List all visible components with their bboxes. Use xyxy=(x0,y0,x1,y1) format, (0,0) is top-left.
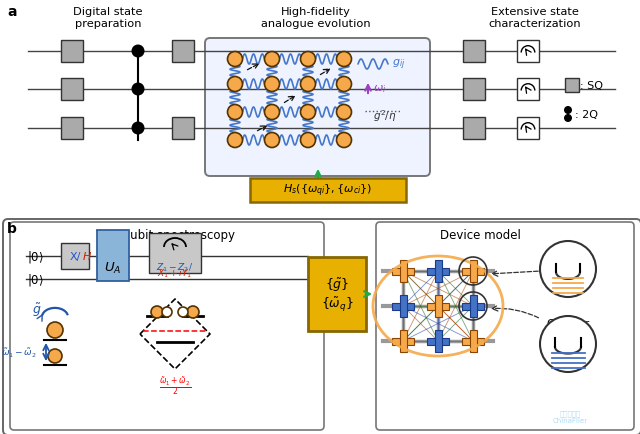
FancyBboxPatch shape xyxy=(470,260,477,283)
FancyBboxPatch shape xyxy=(10,223,324,430)
Circle shape xyxy=(337,133,351,148)
Circle shape xyxy=(564,115,572,123)
Circle shape xyxy=(162,307,172,317)
Text: $U_A$: $U_A$ xyxy=(104,260,122,276)
Circle shape xyxy=(264,53,280,67)
Circle shape xyxy=(264,77,280,92)
Circle shape xyxy=(227,133,243,148)
Text: Device model: Device model xyxy=(440,228,520,241)
Text: : 2Q: : 2Q xyxy=(575,110,598,120)
FancyBboxPatch shape xyxy=(399,260,406,283)
Circle shape xyxy=(540,241,596,297)
FancyBboxPatch shape xyxy=(61,79,83,101)
FancyBboxPatch shape xyxy=(250,178,406,203)
Circle shape xyxy=(131,46,145,58)
Text: a: a xyxy=(7,5,17,19)
Circle shape xyxy=(48,349,62,363)
FancyBboxPatch shape xyxy=(205,39,430,177)
Text: $g^2/\eta$: $g^2/\eta$ xyxy=(373,108,397,124)
Circle shape xyxy=(337,53,351,67)
FancyBboxPatch shape xyxy=(149,233,201,273)
FancyBboxPatch shape xyxy=(435,260,442,283)
FancyBboxPatch shape xyxy=(463,118,485,140)
Circle shape xyxy=(227,53,243,67)
Text: Two-qubit spectroscopy: Two-qubit spectroscopy xyxy=(95,228,234,241)
FancyBboxPatch shape xyxy=(517,41,539,63)
Text: $\tilde{\omega}_1 - \tilde{\omega}_2$: $\tilde{\omega}_1 - \tilde{\omega}_2$ xyxy=(1,345,37,359)
FancyBboxPatch shape xyxy=(462,338,484,345)
Circle shape xyxy=(227,77,243,92)
FancyBboxPatch shape xyxy=(399,295,406,317)
FancyBboxPatch shape xyxy=(172,118,194,140)
Text: b: b xyxy=(7,221,17,236)
Text: $Z_1 - Z_2/$: $Z_1 - Z_2/$ xyxy=(156,260,193,273)
Circle shape xyxy=(131,83,145,96)
Text: $|0\rangle$: $|0\rangle$ xyxy=(27,271,44,287)
FancyBboxPatch shape xyxy=(565,79,579,93)
FancyBboxPatch shape xyxy=(427,303,449,310)
Text: X/: X/ xyxy=(69,251,81,261)
FancyBboxPatch shape xyxy=(61,41,83,63)
Circle shape xyxy=(47,322,63,338)
Text: $\{\tilde{\omega}_{q}\}$: $\{\tilde{\omega}_{q}\}$ xyxy=(321,295,353,313)
FancyBboxPatch shape xyxy=(392,268,414,275)
Circle shape xyxy=(523,390,567,434)
Text: $\omega_i$: $\omega_i$ xyxy=(373,83,387,95)
Text: $H_s(\{\omega_{qi}\},\{\omega_{ci}\})$: $H_s(\{\omega_{qi}\},\{\omega_{ci}\})$ xyxy=(284,182,372,199)
Circle shape xyxy=(301,105,316,120)
FancyBboxPatch shape xyxy=(399,330,406,352)
Circle shape xyxy=(301,53,316,67)
Circle shape xyxy=(264,105,280,120)
Text: Extensive state
characterization: Extensive state characterization xyxy=(489,7,581,29)
FancyBboxPatch shape xyxy=(517,79,539,101)
FancyBboxPatch shape xyxy=(61,118,83,140)
FancyBboxPatch shape xyxy=(3,220,640,434)
FancyBboxPatch shape xyxy=(463,41,485,63)
Text: H: H xyxy=(83,251,92,261)
Text: : SQ: : SQ xyxy=(580,81,603,91)
FancyBboxPatch shape xyxy=(97,230,129,281)
Text: High-fidelity
analogue evolution: High-fidelity analogue evolution xyxy=(261,7,371,29)
FancyBboxPatch shape xyxy=(517,118,539,140)
Circle shape xyxy=(337,77,351,92)
Text: $X_1 + iY_1$: $X_1 + iY_1$ xyxy=(157,266,193,279)
FancyBboxPatch shape xyxy=(470,295,477,317)
FancyBboxPatch shape xyxy=(470,330,477,352)
FancyBboxPatch shape xyxy=(308,257,366,331)
Text: 飞行者联盟
ChinaFlier: 飞行者联盟 ChinaFlier xyxy=(552,409,588,423)
Circle shape xyxy=(301,77,316,92)
FancyBboxPatch shape xyxy=(462,303,484,310)
Circle shape xyxy=(301,133,316,148)
Circle shape xyxy=(187,306,199,318)
FancyBboxPatch shape xyxy=(435,330,442,352)
Circle shape xyxy=(227,105,243,120)
Text: $g_{ij}$: $g_{ij}$ xyxy=(392,58,405,72)
Circle shape xyxy=(337,105,351,120)
FancyBboxPatch shape xyxy=(462,268,484,275)
Text: $\tilde{g}$: $\tilde{g}$ xyxy=(32,301,42,319)
Circle shape xyxy=(564,107,572,115)
Text: $|0\rangle$: $|0\rangle$ xyxy=(27,248,44,264)
Circle shape xyxy=(151,306,163,318)
FancyBboxPatch shape xyxy=(435,295,442,317)
Text: Qubit: Qubit xyxy=(553,243,583,253)
Text: $\{\tilde{g}\}$: $\{\tilde{g}\}$ xyxy=(325,276,349,293)
FancyBboxPatch shape xyxy=(172,41,194,63)
Text: $\frac{\tilde{\omega}_1 + \tilde{\omega}_2}{2}$: $\frac{\tilde{\omega}_1 + \tilde{\omega}… xyxy=(159,374,191,396)
Text: Digital state
preparation: Digital state preparation xyxy=(73,7,143,29)
Circle shape xyxy=(264,133,280,148)
FancyBboxPatch shape xyxy=(427,338,449,345)
FancyBboxPatch shape xyxy=(427,268,449,275)
FancyBboxPatch shape xyxy=(376,223,634,430)
FancyBboxPatch shape xyxy=(392,338,414,345)
Circle shape xyxy=(131,122,145,135)
FancyBboxPatch shape xyxy=(392,303,414,310)
FancyBboxPatch shape xyxy=(463,79,485,101)
Text: Coupler: Coupler xyxy=(547,318,589,328)
FancyBboxPatch shape xyxy=(61,243,89,270)
Circle shape xyxy=(178,307,188,317)
Circle shape xyxy=(540,316,596,372)
